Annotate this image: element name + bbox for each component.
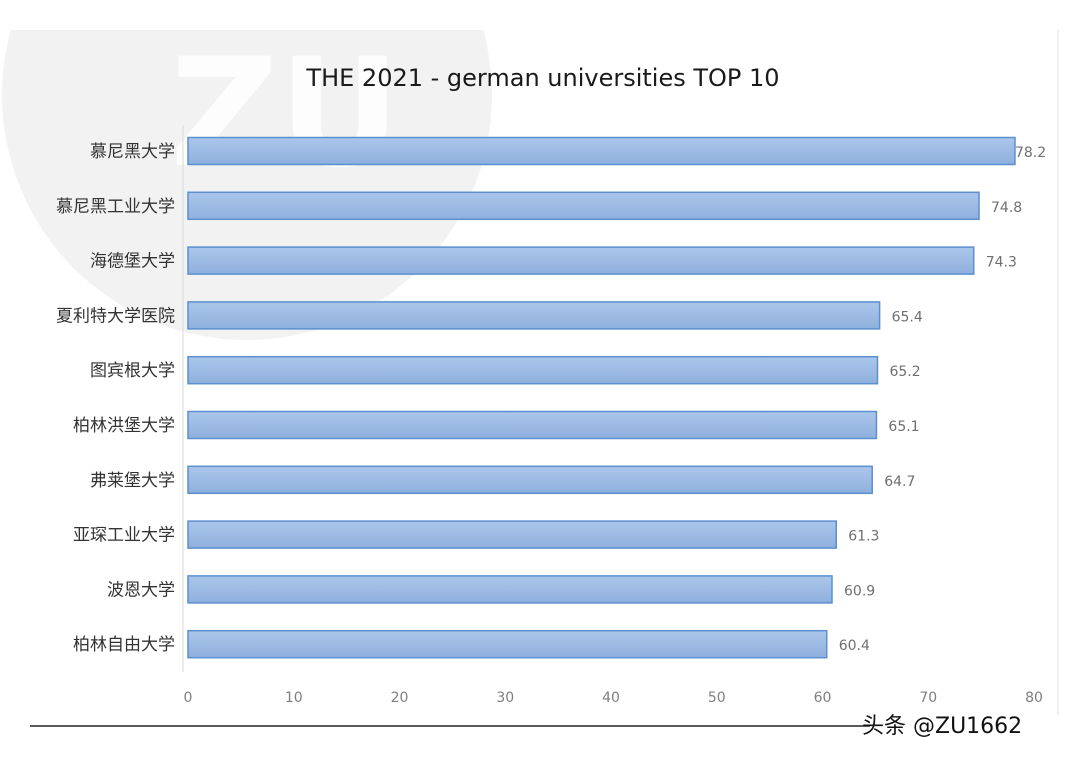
data-label: 61.3 [848,529,879,545]
logo-watermark: ZU [170,27,401,201]
x-tick-label: 0 [184,690,193,706]
bar [187,355,879,385]
category-label: 亚琛工业大学 [73,526,175,546]
bar [187,301,881,330]
data-label: 65.4 [892,309,923,325]
category-label: 波恩大学 [107,580,175,600]
bar [187,246,975,275]
bar [187,465,873,495]
x-tick-label: 10 [285,690,303,706]
data-label: 65.1 [888,419,919,435]
data-label: 64.7 [884,474,915,490]
source-watermark: 头条 @ZU1662 [862,714,1022,739]
data-label: 60.4 [839,638,870,654]
category-label: 慕尼黑工业大学 [56,197,175,217]
data-label: 65.2 [889,364,920,380]
category-label: 海德堡大学 [90,252,175,272]
chart-title: THE 2021 - german universities TOP 10 [305,64,779,92]
bar [187,191,980,221]
category-label: 柏林洪堡大学 [73,416,175,436]
category-label: 弗莱堡大学 [90,471,175,491]
x-tick-label: 20 [391,690,409,706]
category-label: 慕尼黑大学 [90,142,175,162]
bar [187,520,837,549]
x-tick-label: 40 [602,690,620,706]
bar [187,410,878,440]
x-tick-label: 80 [1025,690,1043,706]
x-tick-label: 30 [496,690,514,706]
bar [187,629,828,659]
data-label: 78.2 [1015,145,1046,161]
category-label: 夏利特大学医院 [56,306,175,326]
data-label: 74.3 [986,255,1017,271]
category-label: 图宾根大学 [90,361,175,381]
category-label: 柏林自由大学 [73,635,175,655]
data-label: 74.8 [991,200,1022,216]
bar [187,136,1016,166]
bar [187,575,833,604]
x-tick-label: 60 [814,690,832,706]
data-label: 60.9 [844,583,875,599]
x-tick-label: 50 [708,690,726,706]
x-tick-label: 70 [919,690,937,706]
